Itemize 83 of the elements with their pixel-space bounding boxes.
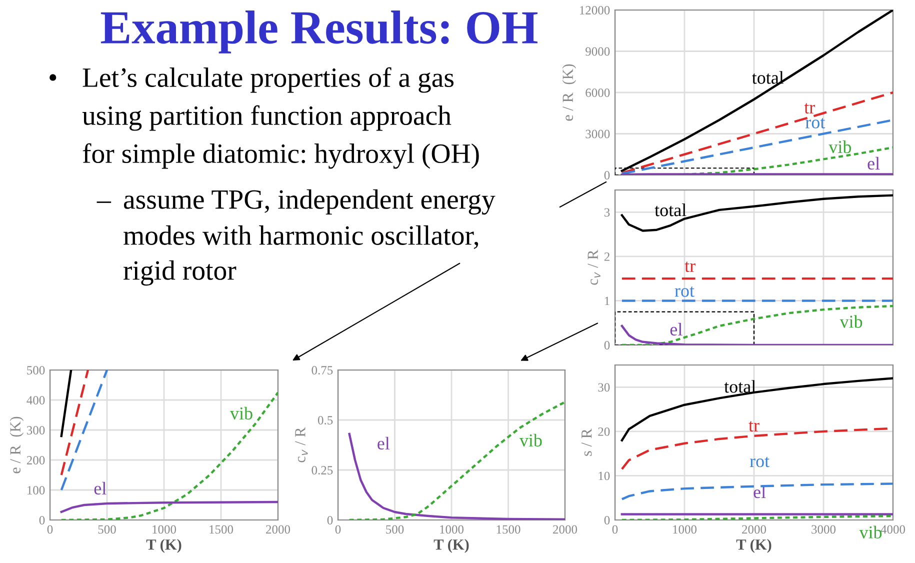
text: • (50, 74, 56, 81)
x-tick-label: 1000 (152, 525, 176, 534)
series-label: total (654, 204, 686, 216)
y-tick-label: 0.25 (312, 466, 333, 475)
text: for simple diatomic: hydroxyl (OH) (82, 143, 479, 169)
y-axis-title: c$_{v}$ / R (588, 250, 600, 285)
text: modes with harmonic oscillator, (124, 225, 478, 249)
line-series (620, 304, 893, 345)
line-series (620, 118, 893, 175)
x-axis-title: T (K) (434, 538, 469, 553)
y-tick-label: 3000 (586, 130, 610, 138)
text: rigid rotor (124, 260, 236, 286)
line-series (620, 91, 893, 174)
series-label: el (868, 156, 880, 170)
text: using partition function approach (82, 105, 452, 131)
y-tick-label: 100 (27, 486, 45, 494)
x-tick-label: 2000 (266, 525, 290, 534)
y-tick-label: 9000 (586, 47, 610, 56)
x-tick-label: 2000 (742, 525, 766, 534)
y-axis-title: e / R (K) (10, 416, 24, 474)
y-tick-label: 10 (598, 472, 610, 480)
text: – (96, 202, 112, 203)
y-tick-label: 0 (327, 516, 333, 524)
x-tick-label: 500 (98, 525, 116, 534)
y-tick-label: 300 (26, 426, 45, 434)
series-label: vib (859, 526, 882, 538)
x-tick-label: 0 (47, 525, 53, 534)
line-series (348, 400, 565, 520)
y-tick-label: 0 (604, 171, 610, 180)
x-tick-label: 1500 (210, 525, 234, 534)
y-tick-label: 200 (26, 456, 45, 464)
y-tick-label: 30 (598, 383, 610, 392)
y-tick-label: 2 (604, 252, 610, 261)
series-label: el (378, 436, 390, 450)
y-tick-label: 20 (598, 427, 610, 436)
line-series (620, 482, 893, 500)
y-axis-title: c$_{v}$ / R (295, 427, 308, 462)
x-tick-label: 500 (386, 525, 404, 534)
series-label: total (724, 380, 756, 393)
text: assume TPG, independent energy (124, 189, 496, 215)
x-tick-label: 3000 (812, 525, 836, 534)
y-tick-label: 12000 (580, 6, 610, 14)
x-tick-label: 0 (335, 525, 341, 534)
y-tick-label: 0.75 (312, 366, 333, 375)
y-tick-label: 1 (604, 296, 610, 306)
series-label: tr (748, 421, 760, 432)
series-label: vib (840, 315, 862, 328)
line-series (620, 194, 893, 232)
y-tick-label: 0 (604, 516, 610, 524)
series-label: el (670, 322, 682, 336)
y-tick-label: 0 (39, 516, 45, 524)
line-series (60, 500, 278, 514)
y-tick-label: 6000 (586, 88, 610, 97)
x-tick-label: 1500 (496, 525, 520, 534)
line-series (348, 432, 565, 520)
y-tick-label: 500 (27, 366, 45, 374)
y-tick-label: 0 (604, 341, 610, 350)
y-tick-label: 3 (604, 208, 610, 217)
x-axis-title: T (K) (736, 538, 772, 553)
x-tick-label: 4000 (880, 525, 906, 534)
series-label: vib (519, 434, 542, 447)
y-axis-title: s / R (582, 428, 592, 456)
x-axis-title: T (K) (146, 538, 182, 553)
y-axis-title: e / R (K) (562, 64, 576, 121)
series-label: tr (684, 262, 696, 272)
series-label: rot (805, 118, 826, 128)
x-tick-label: 2000 (553, 525, 578, 534)
line-series (60, 391, 278, 520)
series-label: tr (804, 103, 815, 114)
y-tick-label: 400 (26, 396, 45, 404)
text: Example Results: OH (100, 10, 538, 54)
y-tick-label: 0.5 (318, 416, 333, 425)
x-tick-label: 0 (612, 525, 618, 534)
series-label: rot (674, 286, 694, 297)
line-series (620, 377, 893, 442)
series-label: el (94, 482, 106, 495)
x-tick-label: 1000 (673, 525, 697, 534)
series-label: vib (230, 406, 252, 420)
text: Let’s calculate properties of a gas (82, 67, 454, 93)
series-label: rot (750, 456, 770, 468)
series-label: total (752, 71, 784, 84)
x-tick-label: 1000 (440, 525, 464, 534)
series-label: vib (828, 140, 852, 154)
